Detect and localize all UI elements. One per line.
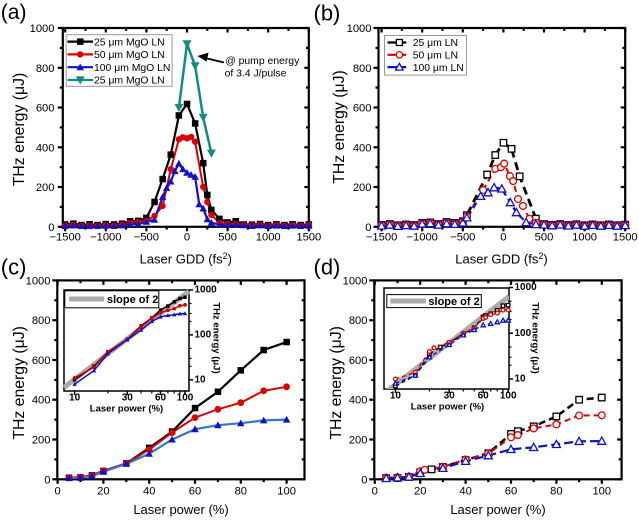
svg-text:50 μm MgO LN: 50 μm MgO LN [94, 50, 165, 61]
svg-text:800: 800 [32, 315, 51, 327]
svg-text:800: 800 [349, 315, 368, 327]
svg-text:(c): (c) [1, 255, 27, 280]
svg-text:400: 400 [353, 142, 372, 154]
svg-text:60: 60 [189, 486, 201, 498]
svg-text:40: 40 [143, 486, 155, 498]
svg-text:THz energy (μJ): THz energy (μJ) [11, 73, 28, 187]
svg-text:800: 800 [353, 63, 372, 75]
svg-text:600: 600 [32, 355, 51, 367]
svg-text:slope of 2: slope of 2 [428, 296, 479, 308]
svg-text:25 μm LN: 25 μm LN [413, 38, 458, 49]
svg-text:1000: 1000 [195, 285, 218, 296]
svg-text:−1500: −1500 [49, 232, 80, 244]
svg-text:@ pump energy: @ pump energy [225, 56, 300, 67]
svg-text:of 3.4 J/pulse: of 3.4 J/pulse [225, 69, 287, 80]
svg-text:60: 60 [155, 393, 167, 404]
svg-text:0: 0 [44, 474, 50, 486]
svg-text:1000: 1000 [572, 232, 597, 244]
svg-text:THz energy (μJ): THz energy (μJ) [11, 326, 28, 440]
svg-text:200: 200 [32, 435, 51, 447]
svg-text:Laser power (%): Laser power (%) [133, 502, 228, 517]
svg-text:100: 100 [515, 328, 532, 339]
svg-text:100 μm MgO LN: 100 μm MgO LN [94, 63, 170, 74]
svg-text:25 μm MgO LN: 25 μm MgO LN [94, 76, 165, 87]
svg-text:10: 10 [69, 393, 81, 404]
svg-text:1000: 1000 [343, 275, 368, 287]
svg-text:800: 800 [36, 63, 55, 75]
svg-text:THz energy (μJ): THz energy (μJ) [211, 302, 222, 373]
svg-text:0: 0 [184, 232, 190, 244]
svg-text:0: 0 [372, 486, 378, 498]
svg-text:100: 100 [592, 486, 611, 498]
svg-text:1000: 1000 [515, 282, 538, 293]
svg-text:0: 0 [500, 232, 506, 244]
svg-text:400: 400 [36, 142, 55, 154]
svg-text:1000: 1000 [347, 23, 372, 35]
svg-text:20: 20 [97, 486, 109, 498]
svg-text:−500: −500 [134, 232, 159, 244]
svg-text:200: 200 [353, 182, 372, 194]
svg-text:(a): (a) [1, 1, 27, 24]
svg-text:200: 200 [349, 435, 368, 447]
svg-text:1000: 1000 [256, 232, 281, 244]
svg-text:Laser power (%): Laser power (%) [90, 404, 163, 415]
svg-text:50 μm LN: 50 μm LN [413, 51, 458, 62]
svg-text:400: 400 [32, 395, 51, 407]
svg-text:80: 80 [550, 486, 562, 498]
svg-text:600: 600 [349, 355, 368, 367]
svg-text:0: 0 [365, 222, 371, 234]
svg-text:100: 100 [177, 393, 194, 404]
svg-text:30: 30 [122, 393, 134, 404]
svg-text:100: 100 [277, 486, 296, 498]
svg-text:−1000: −1000 [90, 232, 121, 244]
svg-text:10: 10 [195, 374, 207, 385]
svg-text:0: 0 [361, 474, 367, 486]
svg-text:Laser power (%): Laser power (%) [411, 402, 484, 413]
svg-text:400: 400 [349, 395, 368, 407]
svg-text:−1000: −1000 [406, 232, 437, 244]
svg-text:Laser power (%): Laser power (%) [450, 502, 545, 517]
svg-text:Laser GDD (fs2): Laser GDD (fs2) [455, 251, 547, 267]
svg-text:100 μm LN: 100 μm LN [413, 63, 464, 74]
svg-text:THz energy (μJ): THz energy (μJ) [530, 302, 541, 373]
svg-text:Laser GDD (fs2): Laser GDD (fs2) [140, 251, 232, 267]
svg-text:60: 60 [478, 391, 490, 402]
svg-text:40: 40 [459, 486, 471, 498]
svg-text:600: 600 [353, 103, 372, 115]
svg-text:−500: −500 [450, 232, 475, 244]
svg-text:10: 10 [390, 391, 402, 402]
svg-text:1500: 1500 [613, 232, 638, 244]
svg-text:0: 0 [54, 486, 60, 498]
svg-text:1500: 1500 [296, 232, 321, 244]
svg-text:500: 500 [218, 232, 237, 244]
svg-text:1000: 1000 [30, 23, 55, 35]
svg-text:100: 100 [500, 391, 517, 402]
svg-text:20: 20 [414, 486, 426, 498]
svg-text:10: 10 [515, 374, 527, 385]
svg-text:THz energy (μJ): THz energy (μJ) [331, 70, 348, 184]
svg-text:600: 600 [36, 103, 55, 115]
svg-text:25 μm MgO LN: 25 μm MgO LN [94, 37, 165, 48]
svg-text:200: 200 [36, 182, 55, 194]
svg-text:500: 500 [535, 232, 554, 244]
svg-text:30: 30 [444, 391, 456, 402]
svg-text:0: 0 [48, 222, 54, 234]
svg-text:1000: 1000 [26, 275, 51, 287]
svg-text:(b): (b) [314, 1, 341, 26]
svg-text:(d): (d) [314, 255, 341, 280]
svg-text:slope of 2: slope of 2 [107, 294, 158, 306]
svg-text:−1500: −1500 [366, 232, 397, 244]
svg-text:THz energy (μJ): THz energy (μJ) [328, 326, 345, 440]
svg-text:100: 100 [195, 329, 212, 340]
svg-text:60: 60 [505, 486, 517, 498]
svg-text:80: 80 [235, 486, 247, 498]
